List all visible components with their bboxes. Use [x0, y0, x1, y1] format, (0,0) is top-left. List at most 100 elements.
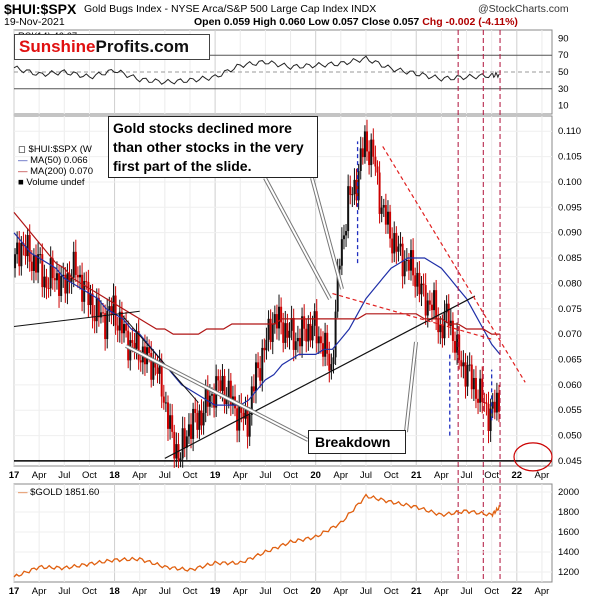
- x-tick-label: 19: [210, 586, 221, 597]
- candle-body: [487, 403, 490, 432]
- x-tick-label: Jul: [460, 586, 472, 597]
- candle-body: [265, 339, 268, 351]
- trendline-red-dashed-2: [382, 146, 526, 383]
- candle-body: [223, 375, 226, 405]
- candle-body: [389, 211, 392, 239]
- candle-body: [464, 362, 467, 387]
- candle-body: [424, 285, 427, 316]
- candle-body: [282, 322, 285, 343]
- candle-body: [428, 300, 431, 305]
- candle-body: [95, 297, 98, 322]
- candle-body: [495, 392, 498, 413]
- x-tick-label: Jul: [58, 586, 70, 597]
- breakdown-pointer: [125, 345, 309, 441]
- candle-body: [179, 458, 182, 461]
- x-tick-label: Oct: [183, 470, 198, 481]
- logo-part-2: Profits.com: [95, 37, 190, 56]
- candle-body: [315, 311, 318, 344]
- candle-body: [97, 297, 100, 318]
- candle-body: [284, 323, 287, 343]
- candle-body: [405, 259, 408, 262]
- x-tick-label: Oct: [484, 586, 499, 597]
- candle-body: [110, 306, 113, 315]
- candle-body: [62, 274, 65, 276]
- candle-body: [292, 318, 295, 350]
- x-tick-label: Jul: [159, 470, 171, 481]
- callout-pointer: [311, 177, 343, 290]
- candle-body: [353, 179, 356, 195]
- chart-description: Gold Bugs Index - NYSE Arca/S&P 500 Larg…: [84, 3, 377, 15]
- legend-ratio-label: $HUI:$SPX (W: [28, 144, 92, 155]
- candle-body: [76, 274, 79, 278]
- candle-body: [18, 242, 21, 267]
- ma50-line: [13, 232, 501, 406]
- x-tick-label: Apr: [132, 586, 147, 597]
- candle-body: [24, 246, 27, 257]
- candle-body: [49, 258, 52, 289]
- candle-body: [139, 360, 142, 363]
- candle-body: [493, 401, 496, 413]
- candle-body: [93, 317, 96, 322]
- candle-body: [470, 364, 473, 390]
- candle-body: [190, 424, 193, 439]
- candle-body: [74, 251, 77, 275]
- candle-body: [443, 312, 446, 339]
- candle-body: [382, 205, 385, 208]
- candle-body: [28, 235, 31, 262]
- main-y-tick: 0.065: [558, 354, 582, 365]
- candle-body: [43, 276, 46, 288]
- candle-body: [250, 386, 253, 415]
- candle-body: [466, 365, 469, 387]
- legend-volume: ■ Volume undef: [18, 177, 85, 188]
- candle-body: [454, 341, 457, 353]
- x-tick-label: Jul: [360, 586, 372, 597]
- candle-body: [116, 325, 119, 331]
- callout-breakdown: Breakdown: [308, 430, 406, 454]
- candle-body: [137, 331, 140, 361]
- candle-body: [261, 347, 264, 381]
- candle-body: [202, 412, 205, 426]
- candle-body: [122, 324, 125, 334]
- candle-body: [460, 360, 463, 367]
- candle-body: [269, 318, 272, 342]
- candle-body: [361, 148, 364, 158]
- x-tick-label: Apr: [32, 586, 47, 597]
- candle-body: [477, 398, 480, 403]
- candle-body: [273, 314, 276, 325]
- candle-body: [401, 243, 404, 277]
- x-tick-label: 22: [512, 586, 523, 597]
- candle-body: [412, 250, 415, 276]
- x-tick-label: Apr: [32, 470, 47, 481]
- candle-body: [210, 394, 213, 396]
- candle-body: [114, 295, 117, 326]
- candle-body: [349, 186, 352, 195]
- x-tick-label: 19: [210, 470, 221, 481]
- candle-body: [451, 320, 454, 342]
- candle-body: [305, 328, 308, 342]
- x-tick-label: Oct: [82, 470, 97, 481]
- gold-y-tick: 2000: [558, 487, 579, 498]
- candle-body: [298, 337, 301, 347]
- candle-body: [58, 273, 61, 296]
- candle-body: [102, 312, 105, 314]
- chart-symbol: $HUI:$SPX: [4, 1, 77, 17]
- x-tick-label: Apr: [233, 470, 248, 481]
- callout-gold-stocks: Gold stocks declined more than other sto…: [108, 116, 318, 178]
- x-tick-label: Apr: [233, 586, 248, 597]
- candle-body: [420, 283, 423, 295]
- candle-body: [53, 278, 56, 281]
- candle-body: [133, 342, 136, 349]
- candle-body: [380, 207, 383, 214]
- rsi-y-tick: 10: [558, 101, 569, 112]
- candle-body: [384, 205, 387, 225]
- candle-body: [468, 364, 471, 366]
- candle-body: [347, 186, 350, 232]
- candle-body: [30, 261, 33, 271]
- candle-body: [326, 332, 329, 354]
- candle-body: [407, 259, 410, 271]
- candle-body: [200, 410, 203, 426]
- candle-body: [430, 304, 433, 311]
- candle-body: [41, 254, 44, 288]
- candle-body: [324, 332, 327, 357]
- candle-body: [340, 239, 343, 266]
